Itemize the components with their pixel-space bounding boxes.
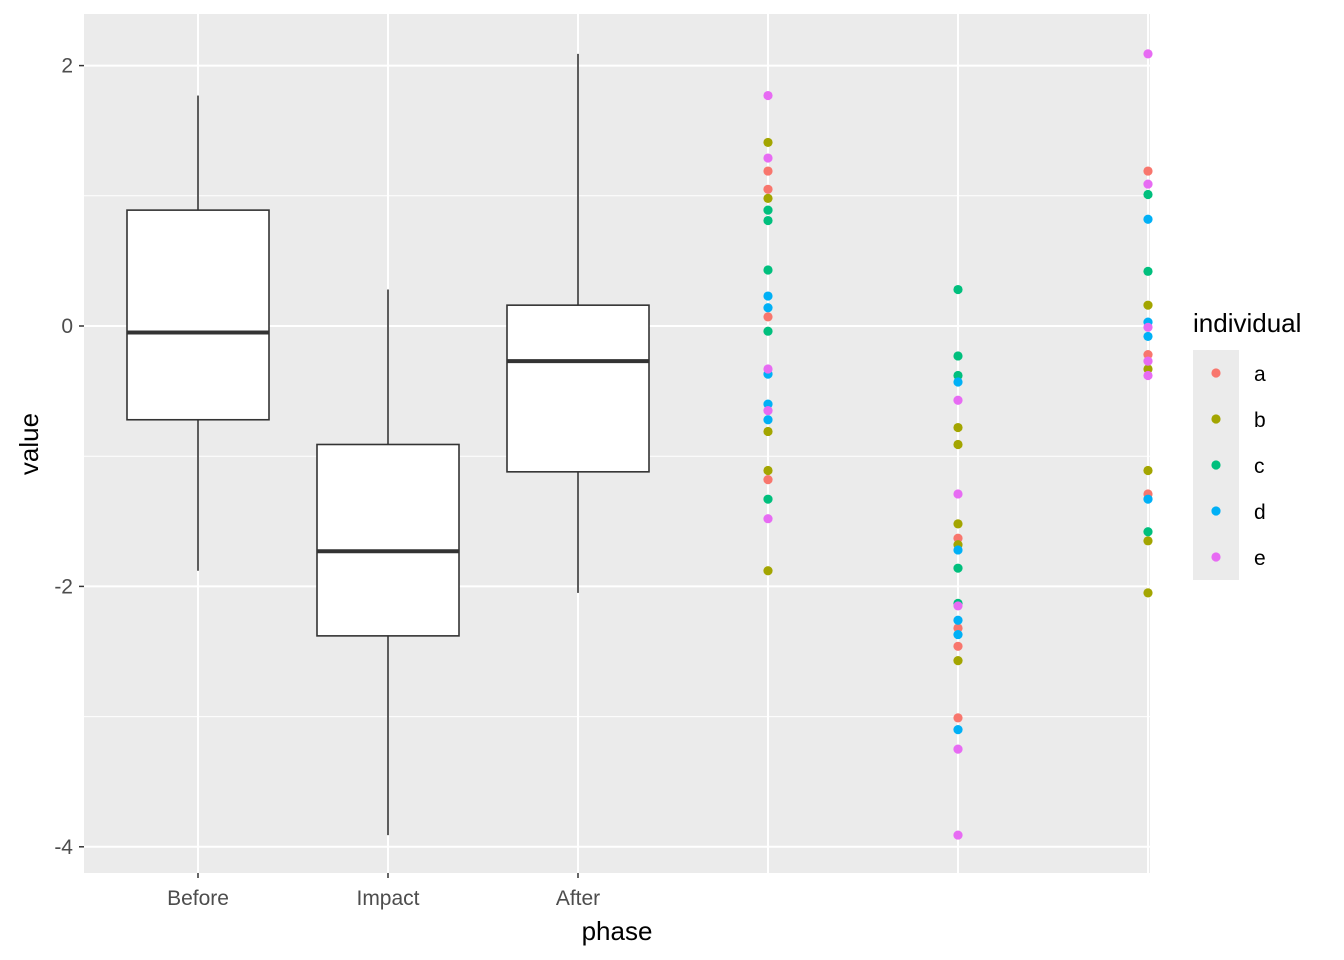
y-tick-label: -4	[54, 836, 73, 859]
data-point	[953, 351, 963, 361]
box-body	[126, 209, 270, 421]
data-point	[953, 629, 963, 640]
data-point	[1143, 465, 1153, 476]
x-axis: Before Impact After	[167, 873, 600, 910]
x-axis-title: phase	[582, 916, 653, 946]
data-point	[953, 545, 963, 555]
data-point	[1143, 536, 1153, 546]
data-point	[763, 475, 773, 485]
box-body	[316, 443, 460, 637]
data-point	[953, 370, 963, 381]
data-point	[953, 615, 963, 625]
y-tick-label: 2	[61, 55, 73, 78]
data-point	[953, 439, 963, 450]
data-point	[763, 265, 773, 275]
data-point	[953, 601, 963, 611]
data-point	[763, 399, 773, 409]
data-point	[953, 395, 963, 405]
legend-key-d	[1211, 506, 1221, 516]
data-point	[763, 184, 773, 194]
data-point	[1143, 356, 1153, 366]
data-point	[1143, 179, 1153, 189]
data-point	[763, 465, 773, 476]
series-b	[763, 137, 1153, 666]
data-point	[953, 377, 963, 387]
series-c	[763, 189, 1153, 608]
data-point	[953, 422, 963, 433]
data-point	[953, 519, 963, 529]
data-point	[763, 494, 773, 504]
data-point	[763, 153, 773, 163]
legend-key-c	[1211, 460, 1221, 470]
data-point	[763, 303, 773, 313]
data-point	[1143, 331, 1153, 342]
box-body	[506, 304, 650, 473]
x-tick-label: After	[556, 887, 600, 910]
data-point	[763, 326, 773, 336]
data-point	[763, 426, 773, 437]
legend-key-e	[1211, 552, 1221, 562]
data-point	[1143, 266, 1153, 276]
data-point	[1143, 364, 1153, 374]
data-point	[953, 725, 963, 735]
y-tick-label: 0	[61, 315, 73, 338]
legend-label-c: c	[1254, 455, 1265, 478]
legend-label-d: d	[1254, 501, 1266, 524]
data-point	[763, 566, 773, 576]
boxplot-impact	[316, 289, 460, 836]
data-point	[953, 489, 963, 499]
x-tick-label: Impact	[356, 887, 419, 910]
data-point	[953, 830, 963, 840]
data-point	[1143, 370, 1153, 381]
data-point	[953, 284, 963, 295]
data-point	[763, 312, 773, 322]
y-axis: 2 0 -2 -4	[54, 55, 84, 859]
data-point	[1143, 588, 1153, 598]
x-tick-label: Before	[167, 887, 229, 910]
y-axis-title: value	[14, 413, 44, 475]
data-point	[953, 533, 963, 543]
legend-label-e: e	[1254, 547, 1266, 570]
data-point	[763, 90, 773, 101]
y-tick-label: -2	[54, 575, 73, 598]
data-point	[1143, 189, 1153, 200]
boxplot-after	[506, 53, 650, 593]
legend-key-a	[1211, 368, 1221, 378]
data-point	[1143, 350, 1153, 360]
data-point	[953, 623, 963, 633]
scatter-points	[763, 49, 1153, 840]
data-point	[763, 205, 773, 215]
legend-title: individual	[1193, 308, 1301, 338]
legend-label-b: b	[1254, 409, 1266, 432]
data-point	[763, 291, 773, 301]
data-point	[763, 364, 773, 374]
data-point	[763, 514, 773, 524]
data-point	[1143, 322, 1153, 332]
boxplot-before	[126, 95, 270, 571]
boxplots	[126, 53, 650, 836]
data-point	[1143, 527, 1153, 537]
data-point	[763, 215, 773, 226]
data-point	[953, 713, 963, 723]
data-point	[1143, 49, 1153, 59]
series-e	[763, 49, 1153, 840]
legend-label-a: a	[1254, 363, 1266, 386]
data-point	[1143, 300, 1153, 310]
data-point	[953, 563, 963, 573]
data-point	[763, 137, 773, 148]
data-point	[763, 166, 773, 176]
data-point	[1143, 214, 1153, 224]
data-point	[763, 406, 773, 416]
data-point	[953, 656, 963, 666]
data-point	[1143, 494, 1153, 504]
data-point	[763, 415, 773, 425]
data-point	[763, 193, 773, 204]
data-point	[953, 641, 963, 651]
data-point	[953, 744, 963, 754]
data-point	[1143, 166, 1153, 176]
legend-key-b	[1211, 414, 1221, 424]
